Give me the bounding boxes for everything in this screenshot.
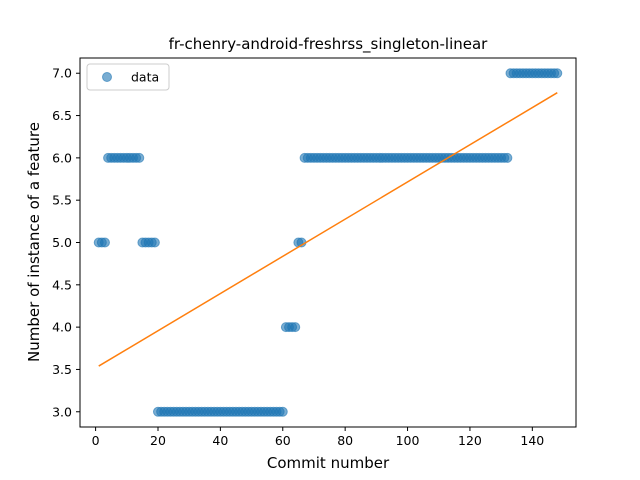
y-tick-label: 6.5	[52, 108, 72, 123]
x-tick-label: 60	[275, 433, 291, 448]
data-point	[277, 406, 288, 417]
data-point	[99, 237, 110, 248]
x-tick-label: 120	[458, 433, 482, 448]
y-tick-label: 3.5	[52, 362, 72, 377]
y-tick-label: 6.0	[52, 150, 72, 165]
y-tick-label: 7.0	[52, 66, 72, 81]
chart-title: fr-chenry-android-freshrss_singleton-lin…	[169, 35, 489, 54]
y-tick-label: 3.0	[52, 404, 72, 419]
data-point	[552, 68, 563, 79]
y-tick-label: 4.5	[52, 277, 72, 292]
plot-area	[93, 68, 563, 417]
x-tick-label: 20	[150, 433, 166, 448]
fit-line	[98, 92, 558, 367]
x-tick-label: 40	[212, 433, 228, 448]
x-tick-label: 140	[520, 433, 544, 448]
legend-label: data	[131, 70, 159, 85]
data-point	[149, 237, 160, 248]
data-point	[290, 322, 301, 333]
x-tick-label: 100	[396, 433, 420, 448]
data-point	[134, 152, 145, 163]
x-axis-label: Commit number	[267, 454, 390, 472]
y-axis-label: Number of instance of a feature	[25, 122, 43, 362]
y-tick-label: 5.0	[52, 235, 72, 250]
axis-ticks: 0 20 40 60 80 100 120 140 3.0 3.5 4.0 4.5 5.0 5.5 6.0 6…	[52, 66, 544, 448]
y-tick-label: 4.0	[52, 320, 72, 335]
x-tick-label: 0	[92, 433, 100, 448]
x-tick-label: 80	[337, 433, 353, 448]
data-point	[502, 152, 513, 163]
legend-marker	[102, 72, 112, 82]
legend: data	[86, 63, 170, 91]
legend-box	[86, 63, 170, 91]
y-tick-label: 5.5	[52, 193, 72, 208]
